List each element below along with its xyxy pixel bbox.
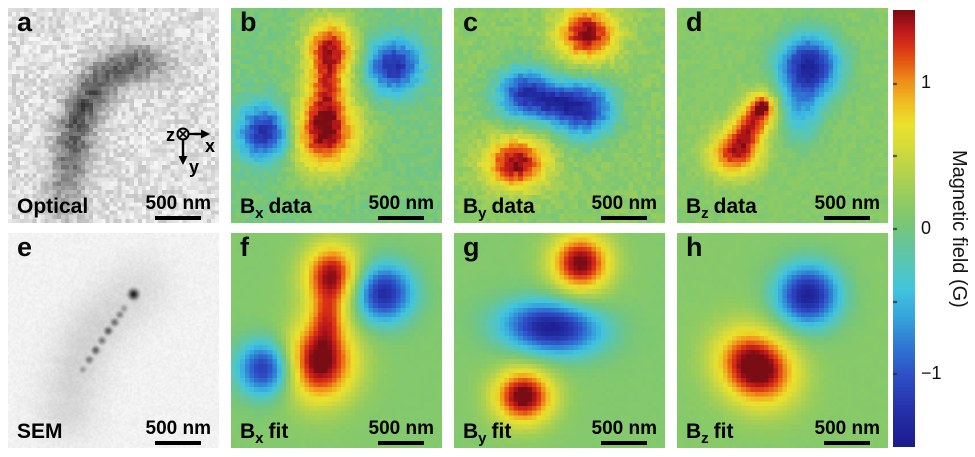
bz-data-heatmap xyxy=(677,8,888,223)
by-data-heatmap xyxy=(454,8,665,223)
panel-h-bz-fit: h Bz fit 500 nm xyxy=(677,232,888,448)
colorbar-title: Magnetic field (G) xyxy=(948,149,970,308)
panel-letter: f xyxy=(240,232,249,262)
scale-bar: 500 nm xyxy=(815,418,880,445)
scale-bar-line xyxy=(155,441,202,445)
bx-data-heatmap xyxy=(231,8,442,223)
bz-fit-heatmap xyxy=(677,233,888,448)
by-fit-heatmap xyxy=(454,233,665,448)
bx-fit-heatmap xyxy=(231,233,442,448)
scale-bar-text: 500 nm xyxy=(814,418,880,439)
scale-bar-text: 500 nm xyxy=(368,418,434,439)
panel-c-by-data: c By data 500 nm xyxy=(454,7,665,223)
scale-bar-text: 500 nm xyxy=(145,418,211,439)
scale-bar-text: 500 nm xyxy=(814,193,880,214)
scale-bar-line xyxy=(824,216,871,220)
optical-micrograph xyxy=(8,8,219,223)
scale-bar: 500 nm xyxy=(592,418,657,445)
panel-letter: b xyxy=(240,7,257,37)
panel-label: By fit xyxy=(463,420,512,448)
panel-letter: e xyxy=(17,232,33,262)
panel-label: By data xyxy=(463,195,535,223)
panel-letter: d xyxy=(686,7,703,37)
scale-bar-line xyxy=(824,441,871,445)
colorbar-tick-minus1: −1 xyxy=(921,363,942,383)
panel-e-sem: e SEM 500 nm xyxy=(8,232,219,448)
scale-bar-line xyxy=(378,216,425,220)
colorbar-tick-zero: 0 xyxy=(921,218,932,238)
scale-bar-text: 500 nm xyxy=(591,418,657,439)
panel-letter: a xyxy=(17,7,33,37)
scale-bar-line xyxy=(155,216,202,220)
z-axis-label: z xyxy=(166,125,175,145)
panel-letter: g xyxy=(463,232,480,262)
panel-label: Optical xyxy=(17,195,89,218)
scale-bar-text: 500 nm xyxy=(145,193,211,214)
scale-bar: 500 nm xyxy=(592,193,657,220)
scale-bar: 500 nm xyxy=(369,193,434,220)
panel-label: Bz fit xyxy=(686,420,734,448)
panel-label: Bz data xyxy=(686,195,757,223)
scale-bar: 500 nm xyxy=(369,418,434,445)
panel-b-bx-data: b Bx data 500 nm xyxy=(231,7,442,223)
scale-bar-line xyxy=(601,441,648,445)
panel-g-by-fit: g By fit 500 nm xyxy=(454,232,665,448)
sem-micrograph xyxy=(8,233,219,448)
panel-d-bz-data: d Bz data 500 nm xyxy=(677,7,888,223)
panel-f-bx-fit: f Bx fit 500 nm xyxy=(231,232,442,448)
panel-letter: h xyxy=(686,232,703,262)
coordinate-axes-widget: z x y xyxy=(166,125,215,177)
scale-bar-text: 500 nm xyxy=(368,193,434,214)
scale-bar-line xyxy=(601,216,648,220)
panel-label: Bx fit xyxy=(240,420,289,448)
y-axis-label: y xyxy=(189,157,199,177)
scale-bar: 500 nm xyxy=(815,193,880,220)
x-axis-label: x xyxy=(205,136,215,156)
panel-a-optical: z x y a Optical 500 nm xyxy=(8,7,219,223)
z-into-page-icon xyxy=(176,127,190,141)
scale-bar: 500 nm xyxy=(146,193,211,220)
panel-label: Bx data xyxy=(240,195,312,223)
scale-bar-line xyxy=(378,441,425,445)
scale-bar: 500 nm xyxy=(146,418,211,445)
panel-letter: c xyxy=(463,7,479,37)
colorbar-tick-plus1: 1 xyxy=(921,72,932,92)
scale-bar-text: 500 nm xyxy=(591,193,657,214)
panel-label: SEM xyxy=(17,420,63,443)
colorbar xyxy=(893,10,915,447)
